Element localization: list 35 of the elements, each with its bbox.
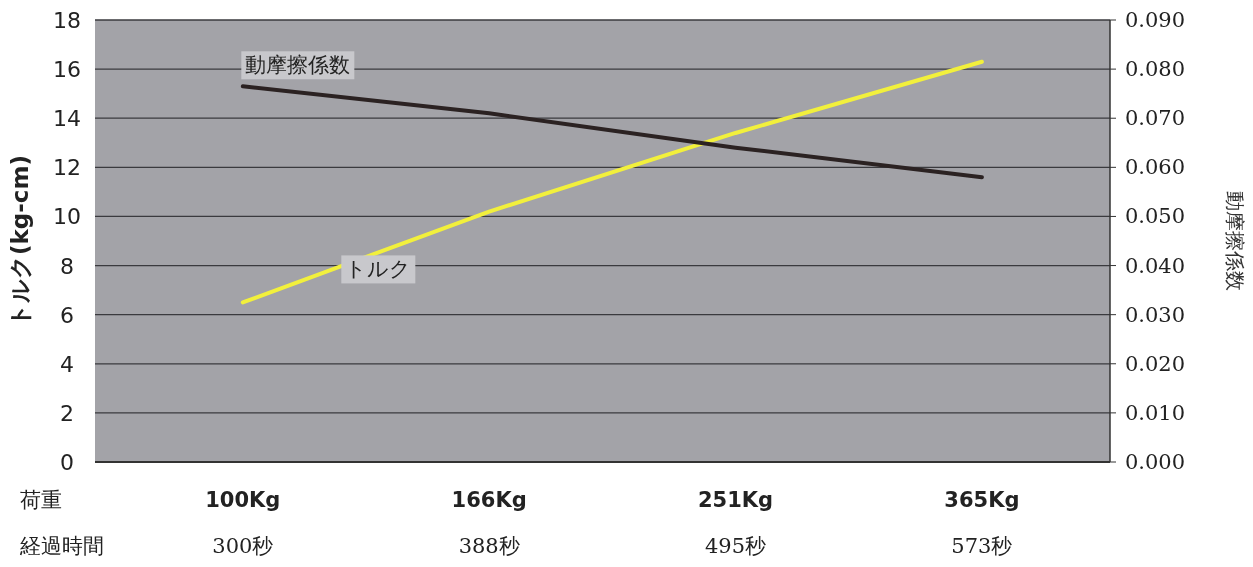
y-tick-label: 16: [53, 57, 81, 83]
text: 荷重: [20, 488, 62, 512]
y2-tick-label: 0.040: [1124, 253, 1186, 278]
y2-tick-label: 0.010: [1124, 400, 1186, 425]
y2-axis-title: 動摩擦係数: [1223, 191, 1247, 291]
text: 388秒: [458, 534, 520, 558]
y2-tick-label: 0.050: [1124, 204, 1186, 229]
x-tick-label: 166Kg: [451, 488, 527, 512]
y-tick-label: 4: [60, 351, 74, 377]
series-label: 動摩擦係数: [245, 53, 351, 78]
y2-tick-label: 0.000: [1124, 450, 1186, 474]
y2-tick-label: 0.080: [1124, 57, 1186, 82]
y-tick-label: 8: [60, 253, 74, 279]
y-axis-title: トルク(kg-cm): [7, 155, 33, 327]
y-tick-label: 18: [53, 8, 81, 33]
y2-tick-label: 0.090: [1124, 8, 1186, 32]
y-tick-label: 14: [53, 106, 81, 132]
text: 573秒: [951, 534, 1013, 558]
series-label: トルク: [345, 257, 412, 282]
text: 495秒: [704, 534, 767, 558]
x-tick-label: 251Kg: [697, 488, 774, 512]
x-tick-label: 365Kg: [944, 488, 1020, 512]
text: 300秒: [212, 534, 274, 558]
y2-tick-label: 0.030: [1124, 302, 1186, 327]
y-tick-label: 12: [53, 155, 81, 181]
y2-tick-label: 0.020: [1124, 351, 1186, 376]
x-tick-label: 100Kg: [205, 488, 281, 512]
line-series: [240, 84, 984, 180]
y2-tick-label: 0.070: [1124, 106, 1186, 131]
y-tick-label: 6: [60, 302, 74, 328]
text: 経過時間: [19, 534, 104, 558]
y-tick-label: 0: [60, 450, 74, 475]
y-tick-label: 2: [60, 400, 74, 426]
y2-tick-label: 0.060: [1124, 155, 1186, 180]
y-tick-label: 10: [53, 204, 81, 230]
